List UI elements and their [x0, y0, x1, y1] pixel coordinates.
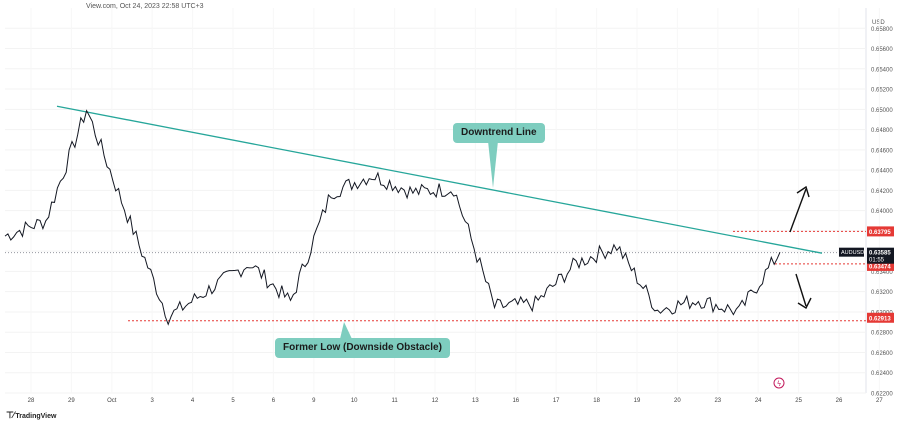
y-tick-label: 0.65000 [871, 108, 893, 114]
chart-caption: View.com, Oct 24, 2023 22:58 UTC+3 [86, 3, 204, 10]
y-tick-label: 0.64600 [871, 148, 893, 154]
lower-level-badge-bg [867, 260, 894, 271]
x-tick-label: 6 [272, 398, 276, 404]
tradingview-logo-text: TradingView [15, 413, 57, 420]
former-low-callout: Former Low (Downside Obstacle) [275, 338, 450, 358]
event-marker-icon [773, 377, 785, 389]
y-tick-label: 0.64400 [871, 169, 893, 175]
x-tick-label: 23 [714, 398, 721, 404]
y-tick-label: 0.62600 [871, 351, 893, 357]
tradingview-logo: ⊤⁄ TradingView [6, 410, 56, 421]
upper-level-badge-bg [867, 226, 894, 237]
x-tick-label: 13 [472, 398, 479, 404]
y-tick-label: 0.62800 [871, 331, 893, 337]
price-line [4, 109, 781, 326]
x-tick-label: 10 [351, 398, 358, 404]
x-tick-label: 29 [68, 398, 75, 404]
x-tick-label: 12 [432, 398, 439, 404]
x-tick-label: 3 [151, 398, 155, 404]
x-tick-label: 25 [795, 398, 802, 404]
former-low-callout-pointer [340, 322, 352, 339]
support-level-badge: 0.62913 [869, 316, 891, 322]
x-tick-label: 17 [553, 398, 560, 404]
last-price-badge-bg [867, 247, 894, 264]
y-tick-label: 0.63400 [871, 270, 893, 276]
downtrend-line [56, 105, 823, 254]
y-tick-label: 0.65800 [871, 27, 893, 33]
y-tick-label: 0.64200 [871, 189, 893, 195]
downtrend-callout: Downtrend Line [453, 123, 545, 143]
down-arrow-shaft [795, 273, 807, 307]
symbol-tag: AUDUSD [841, 250, 864, 256]
up-arrow-shaft [789, 188, 807, 233]
y-tick-label: 0.62200 [871, 392, 893, 398]
y-tick-label: 0.65400 [871, 67, 893, 73]
x-tick-label: 18 [593, 398, 600, 404]
y-tick-label: 0.65600 [871, 47, 893, 53]
x-tick-label: 11 [391, 398, 398, 404]
up-arrow-head [796, 185, 810, 198]
y-tick-label: 0.63200 [871, 290, 893, 296]
x-tick-label: 24 [755, 398, 762, 404]
y-tick-label: 0.64000 [871, 209, 893, 215]
x-tick-label: 20 [674, 398, 681, 404]
event-marker-glyph: ϟ [777, 380, 782, 388]
x-tick-label: 19 [634, 398, 641, 404]
last-price-badge: 0.63585 [869, 251, 891, 257]
x-tick-label: 9 [312, 398, 316, 404]
countdown-label: 01:55 [869, 258, 885, 264]
x-tick-label: 27 [876, 398, 883, 404]
y-tick-label: 0.64800 [871, 128, 893, 134]
down-arrow-head [797, 297, 812, 310]
x-tick-label: 5 [231, 398, 235, 404]
x-tick-label: 4 [191, 398, 195, 404]
lower-level-badge: 0.63474 [869, 264, 891, 270]
support-level-badge-bg [867, 312, 894, 323]
symbol-tag-bg [839, 247, 864, 257]
x-tick-label: 28 [28, 398, 35, 404]
upper-level-badge: 0.63795 [869, 230, 891, 236]
currency-label: USD [872, 20, 885, 26]
y-tick-label: 0.62400 [871, 371, 893, 377]
x-tick-label: 26 [836, 398, 843, 404]
y-tick-label: 0.65200 [871, 88, 893, 94]
x-tick-label: Oct [107, 398, 117, 404]
downtrend-callout-pointer [488, 141, 498, 188]
x-tick-label: 16 [512, 398, 519, 404]
tradingview-logo-icon: ⊤⁄ [6, 410, 14, 420]
